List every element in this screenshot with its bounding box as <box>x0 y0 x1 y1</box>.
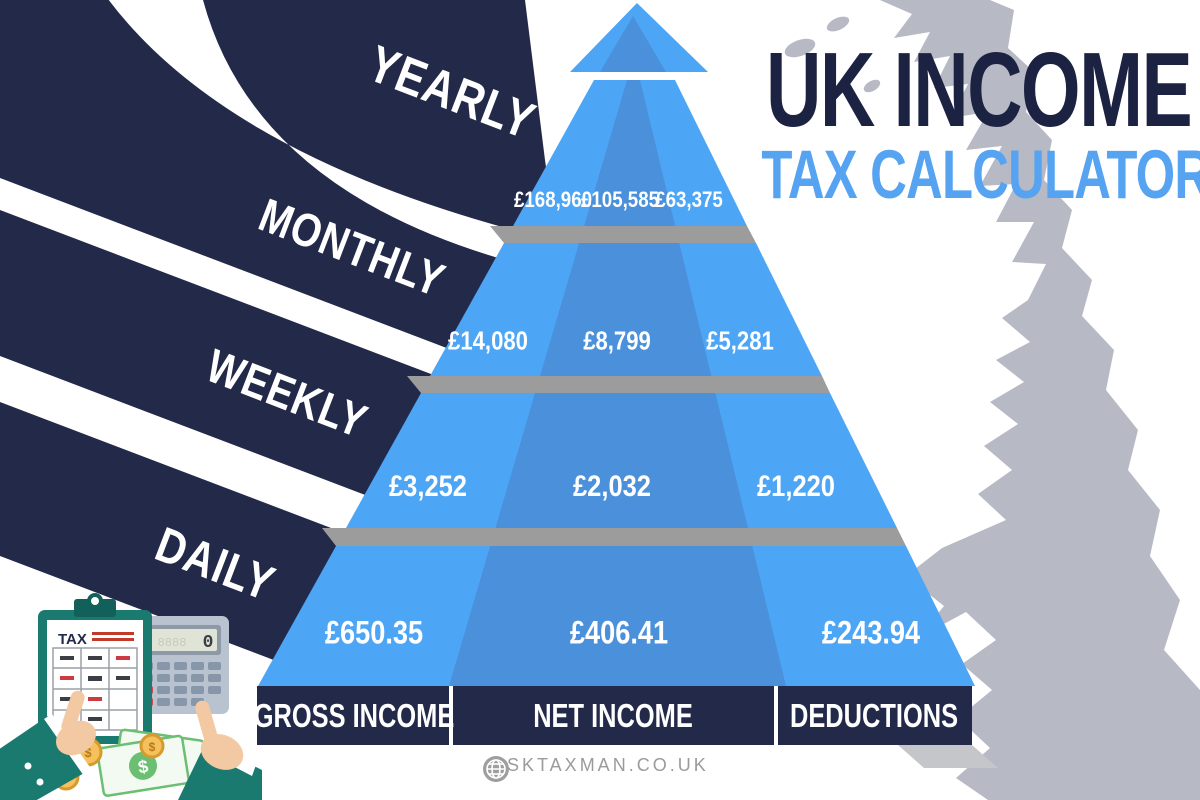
page-subtitle: TAX CALCULATOR <box>761 137 1200 214</box>
banknote-icon: $ <box>96 728 206 797</box>
calculator-display: 0 <box>203 633 214 653</box>
value-yearly-gross: £168,960 <box>513 187 593 212</box>
uk-map-island <box>784 38 816 58</box>
uk-map-island <box>863 79 881 93</box>
legend-net-income: NET INCOME <box>533 696 693 735</box>
note-dollar-symbol: $ <box>137 756 150 777</box>
svg-text:$: $ <box>149 740 156 754</box>
legend-gross-income: GROSS INCOME <box>253 696 455 735</box>
ribbon-gap <box>0 178 565 425</box>
value-daily-net: £406.41 <box>569 614 669 651</box>
ribbon-gap <box>108 0 560 274</box>
footer: ASKTAXMAN.CO.UK <box>482 755 709 782</box>
value-monthly-net: £8,799 <box>583 325 651 356</box>
pointing-hand-left-icon <box>0 690 97 800</box>
title-block: UK INCOME TAX CALCULATOR <box>720 31 1200 210</box>
pyramid-separator <box>322 528 906 546</box>
pyramid-cap-inner <box>600 16 666 72</box>
legend-deductions: DEDUCTIONS <box>789 696 959 735</box>
value-monthly-deductions: £5,281 <box>706 325 774 356</box>
value-weekly-gross: £3,252 <box>388 470 468 503</box>
pyramid-separator <box>407 376 830 393</box>
calculator-icon: 0 8888 <box>131 616 229 714</box>
uk-map-mainland <box>880 0 1200 800</box>
globe-icon <box>483 756 509 782</box>
pointing-hand-right-icon <box>178 700 262 800</box>
uk-map-island <box>947 7 969 21</box>
value-monthly-gross: £14,080 <box>448 325 528 356</box>
uk-map-island <box>826 16 850 32</box>
value-yearly-net: £105,585 <box>580 187 660 212</box>
clipboard-icon: TAX <box>38 593 152 744</box>
value-weekly-deductions: £1,220 <box>756 470 836 503</box>
value-daily-deductions: £243.94 <box>821 614 921 651</box>
page-title: UK INCOME <box>766 31 1193 149</box>
svg-text:8888: 8888 <box>158 636 187 650</box>
legend-divider <box>449 686 453 745</box>
legend-divider <box>774 686 778 745</box>
value-weekly-net: £2,032 <box>572 470 652 503</box>
value-daily-gross: £650.35 <box>324 614 424 651</box>
legend-bar <box>257 686 972 745</box>
value-yearly-deductions: £63,375 <box>655 187 723 212</box>
svg-text:$: $ <box>84 745 92 760</box>
tax-document-title: TAX <box>58 631 87 648</box>
pyramid-separator <box>490 226 756 243</box>
footer-site: ASKTAXMAN.CO.UK <box>492 755 709 775</box>
